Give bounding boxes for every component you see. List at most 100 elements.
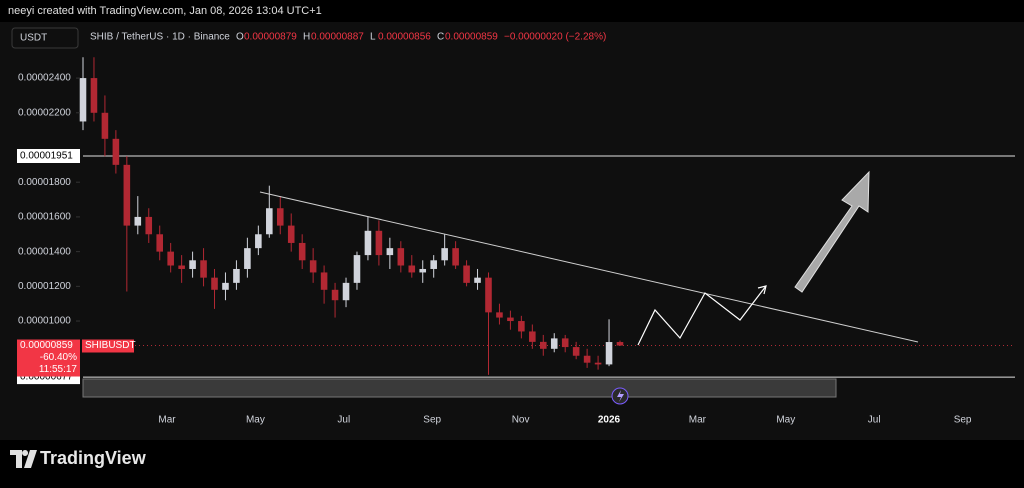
big-arrow xyxy=(794,170,870,293)
candle-body xyxy=(550,338,558,349)
y-tick-label: 0.00001600 xyxy=(18,212,71,223)
ohlc-row: O 0.00000879 H 0.00000887 L 0.00000856 C 0.0000… xyxy=(236,32,606,43)
currency[interactable]: USDT xyxy=(20,33,47,44)
chart-panel xyxy=(0,22,1024,440)
candle-body xyxy=(572,347,580,356)
candle-body xyxy=(342,282,350,301)
x-tick-label: 2026 xyxy=(598,415,621,426)
candle-body xyxy=(255,234,262,249)
y-tick-label: 0.00002200 xyxy=(18,107,71,118)
candle-body xyxy=(145,216,153,235)
candle-body xyxy=(474,277,481,283)
candle-body xyxy=(452,248,459,266)
candle-body xyxy=(167,251,174,266)
candle-body xyxy=(441,248,448,261)
range-box xyxy=(82,378,837,398)
brand: TradingView xyxy=(40,448,147,468)
candle-body xyxy=(222,282,229,290)
candle-body xyxy=(298,242,306,261)
symbol-tag-label: SHIBUSDT xyxy=(85,340,136,351)
logo xyxy=(10,450,37,468)
candle-body xyxy=(397,248,405,266)
level-label-box xyxy=(17,149,80,164)
x-tick-label: Nov xyxy=(512,415,530,426)
x-tick-label: Jul xyxy=(337,415,350,426)
candle-body xyxy=(233,268,240,283)
candle-body xyxy=(539,341,547,349)
candle-body xyxy=(463,265,470,283)
y-tick-label: 0.00001800 xyxy=(18,177,71,188)
candle-body xyxy=(79,78,87,122)
last-change: -60.40% xyxy=(40,352,77,363)
candle-body xyxy=(430,260,437,269)
candle-body xyxy=(211,277,218,290)
candle-body xyxy=(276,208,284,226)
axes: 0.00002400 0.00002200 0.00001800 0.00001600… xyxy=(17,73,972,426)
projection-path xyxy=(637,285,767,346)
candle-body xyxy=(90,78,98,113)
candle-body xyxy=(485,277,492,313)
candle-body xyxy=(583,355,591,363)
candle-body xyxy=(594,362,602,365)
candle-body xyxy=(244,248,251,269)
candle-body xyxy=(529,331,536,342)
level-label: 0.00000677 xyxy=(20,372,73,383)
candle-body xyxy=(123,164,131,226)
candle-body xyxy=(178,265,185,269)
candle-body xyxy=(364,230,372,256)
ohlc-value: 0.00000879 xyxy=(244,32,297,43)
candle-body xyxy=(353,255,361,283)
candle-body xyxy=(331,289,339,301)
candle-body xyxy=(507,317,514,322)
candle-body xyxy=(156,234,164,252)
candle-body xyxy=(561,338,569,348)
x-tick-label: Jul xyxy=(868,415,881,426)
candle-body xyxy=(320,272,328,290)
ohlc-value: 0.00000859 xyxy=(445,32,498,43)
x-tick-label: May xyxy=(246,415,265,426)
candle-body xyxy=(200,260,207,278)
last-price-box xyxy=(17,339,80,377)
countdown: 11:55:17 xyxy=(39,364,78,375)
candle-body xyxy=(518,321,525,332)
candle-body xyxy=(266,208,273,235)
last-price-label: 0.00000859 xyxy=(20,340,73,351)
change: −0.00000020 (−2.28%) xyxy=(504,32,606,43)
candle-body xyxy=(112,138,120,165)
projection-arrowhead xyxy=(757,285,767,295)
ohlc-value: 0.00000856 xyxy=(378,32,431,43)
y-tick-label: 0.00001000 xyxy=(18,316,71,327)
x-tick-label: Mar xyxy=(689,415,707,426)
x-tick-label: Mar xyxy=(158,415,176,426)
candle-body xyxy=(408,265,416,273)
ohlc-key: O xyxy=(236,32,244,43)
level-label: 0.00001951 xyxy=(20,151,73,162)
logo-mark xyxy=(10,450,37,468)
x-tick-label: Sep xyxy=(423,415,441,426)
candle-body xyxy=(189,260,196,269)
x-tick-label: May xyxy=(776,415,795,426)
plot xyxy=(79,57,1015,378)
y-tick-label: 0.00002400 xyxy=(18,73,71,84)
event-icon-bolt xyxy=(617,390,624,402)
ohlc-value: 0.00000887 xyxy=(311,32,364,43)
y-tick-label: 0.00001200 xyxy=(18,281,71,292)
candle-body xyxy=(287,225,295,243)
ohlc-key: C xyxy=(437,32,444,43)
candle-body xyxy=(419,268,427,273)
candle-body xyxy=(386,248,394,256)
symbol: SHIB / TetherUS · 1D · Binance xyxy=(90,32,230,43)
trendline xyxy=(259,191,919,343)
x-tick-label: Sep xyxy=(954,415,972,426)
candle-body xyxy=(496,312,503,318)
caption: neeyi created with TradingView.com, Jan … xyxy=(8,5,322,17)
candle-body xyxy=(309,260,317,273)
ohlc-key: H xyxy=(303,32,310,43)
ohlc-key: L xyxy=(370,32,376,43)
currency-box[interactable] xyxy=(11,27,79,49)
candle-body xyxy=(605,342,613,365)
y-tick-label: 0.00001400 xyxy=(18,246,71,257)
candle-body xyxy=(616,342,624,346)
